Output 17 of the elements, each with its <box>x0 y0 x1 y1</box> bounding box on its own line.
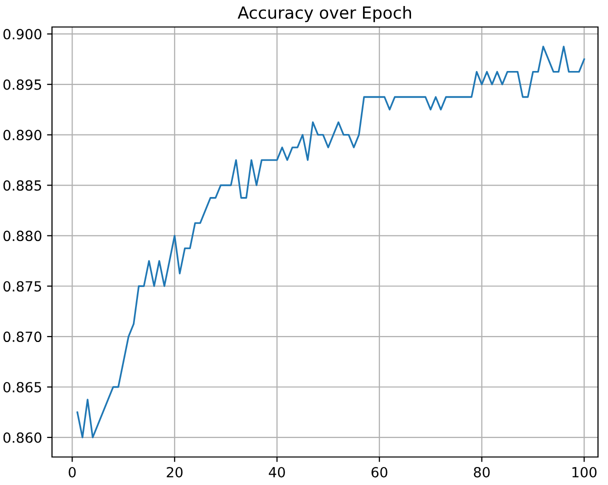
y-tick-label: 0.880 <box>3 230 42 242</box>
y-tick-label: 0.865 <box>3 382 42 392</box>
chart-title: Accuracy over Epoch <box>238 6 412 22</box>
x-tick-label: 60 <box>372 466 388 478</box>
x-tick-label: 80 <box>474 466 490 478</box>
y-tick-label: 0.900 <box>3 28 42 40</box>
y-tick-label: 0.890 <box>3 130 42 140</box>
y-tick-label: 0.860 <box>3 432 42 443</box>
y-tick-label: 0.895 <box>3 79 42 90</box>
x-tick-label: 0 <box>68 466 76 478</box>
x-tick-label: 20 <box>166 466 183 478</box>
line-series <box>76 46 586 438</box>
x-tick-label: 100 <box>572 466 597 478</box>
y-tick-label: 0.875 <box>3 281 42 292</box>
y-tick-label: 0.870 <box>3 332 42 342</box>
x-tick-label: 40 <box>268 466 285 478</box>
y-tick-label: 0.885 <box>3 180 42 191</box>
